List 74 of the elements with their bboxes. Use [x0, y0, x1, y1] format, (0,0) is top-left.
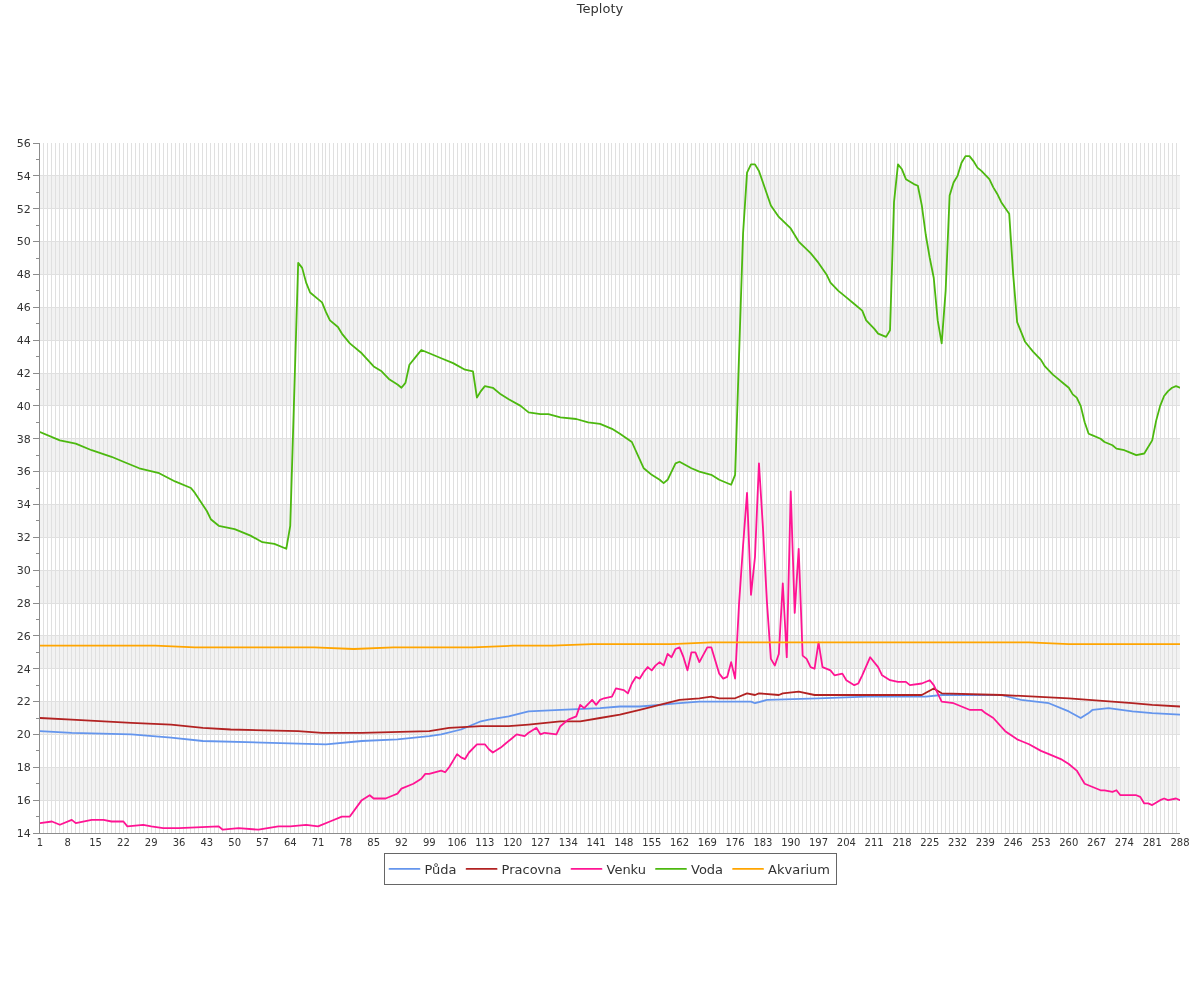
- line-series: [40, 155, 1180, 550]
- y-tick-label: 20: [16, 728, 31, 742]
- x-tick-label: 22: [117, 837, 130, 848]
- x-tick-label: 162: [669, 837, 690, 848]
- y-tick-label: 26: [16, 629, 31, 643]
- x-tick-label: 64: [283, 837, 297, 848]
- x-tick-label: 197: [808, 837, 829, 848]
- x-tick-label: 176: [725, 837, 745, 848]
- x-tick-label: 113: [475, 837, 495, 848]
- y-tick-label: 44: [16, 333, 31, 347]
- x-tick-label: 78: [339, 837, 353, 848]
- x-tick-label: 127: [530, 837, 551, 848]
- x-tick-label: 85: [367, 837, 381, 848]
- legend-label: Pracovna: [501, 862, 562, 878]
- x-tick-label: 99: [422, 837, 436, 848]
- x-tick-label: 106: [447, 837, 467, 848]
- x-tick-label: 155: [642, 837, 662, 848]
- x-tick-label: 190: [781, 837, 801, 848]
- y-tick-label: 56: [16, 136, 31, 150]
- x-tick-label: 8: [64, 837, 71, 848]
- chart-title: Teploty: [575, 1, 624, 17]
- x-tick-label: 274: [1114, 837, 1134, 848]
- x-tick-label: 232: [948, 837, 968, 848]
- x-tick-label: 218: [892, 837, 912, 848]
- y-tick-label: 40: [16, 399, 31, 413]
- line-series: [40, 641, 1180, 650]
- legend-label: Venku: [606, 862, 646, 878]
- line-series: [40, 694, 1180, 746]
- y-tick-label: 22: [16, 695, 31, 709]
- x-tick-label: 43: [200, 837, 214, 848]
- x-tick-label: 246: [1003, 837, 1023, 848]
- y-tick-label: 24: [16, 662, 31, 676]
- legend-label: Voda: [691, 862, 724, 878]
- y-tick-label: 34: [16, 498, 31, 512]
- y-tick-label: 52: [16, 202, 31, 216]
- x-tick-label: 239: [975, 837, 995, 848]
- line-series: [40, 687, 1180, 734]
- x-tick-label: 15: [89, 837, 102, 848]
- x-tick-label: 253: [1031, 837, 1051, 848]
- legend-label: Akvarium: [768, 862, 831, 878]
- x-tick-label: 120: [503, 837, 523, 848]
- y-tick-label: 16: [16, 793, 31, 807]
- x-tick-label: 204: [836, 837, 856, 848]
- y-tick-label: 42: [16, 366, 31, 380]
- y-tick-label: 30: [16, 563, 31, 577]
- x-tick-label: 36: [172, 837, 186, 848]
- y-tick-label: 28: [16, 596, 31, 610]
- x-tick-label: 225: [920, 837, 940, 848]
- x-tick-label: 1: [36, 837, 44, 848]
- y-tick-label: 38: [16, 432, 31, 446]
- x-tick-label: 148: [614, 837, 634, 848]
- x-tick-label: 281: [1142, 837, 1162, 848]
- y-tick-label: 32: [16, 531, 31, 545]
- x-tick-label: 134: [558, 837, 578, 848]
- x-tick-label: 50: [228, 837, 241, 848]
- x-tick-label: 57: [256, 837, 269, 848]
- x-tick-label: 183: [753, 837, 773, 848]
- y-tick-label: 48: [16, 268, 31, 282]
- x-tick-label: 211: [864, 837, 884, 848]
- y-tick-label: 36: [16, 465, 31, 479]
- x-tick-label: 29: [144, 837, 158, 848]
- x-tick-label: 71: [311, 837, 325, 848]
- x-tick-label: 288: [1170, 837, 1190, 848]
- x-tick-label: 92: [395, 837, 408, 848]
- x-tick-label: 260: [1059, 837, 1079, 848]
- x-tick-label: 141: [586, 837, 606, 848]
- y-tick-label: 18: [16, 761, 31, 775]
- y-tick-label: 14: [16, 826, 31, 840]
- y-tick-label: 46: [16, 301, 31, 315]
- x-tick-label: 267: [1087, 837, 1107, 848]
- y-tick-label: 54: [16, 169, 31, 183]
- legend-label: Půda: [424, 862, 457, 878]
- y-tick-label: 50: [16, 235, 31, 249]
- x-tick-label: 169: [697, 837, 717, 848]
